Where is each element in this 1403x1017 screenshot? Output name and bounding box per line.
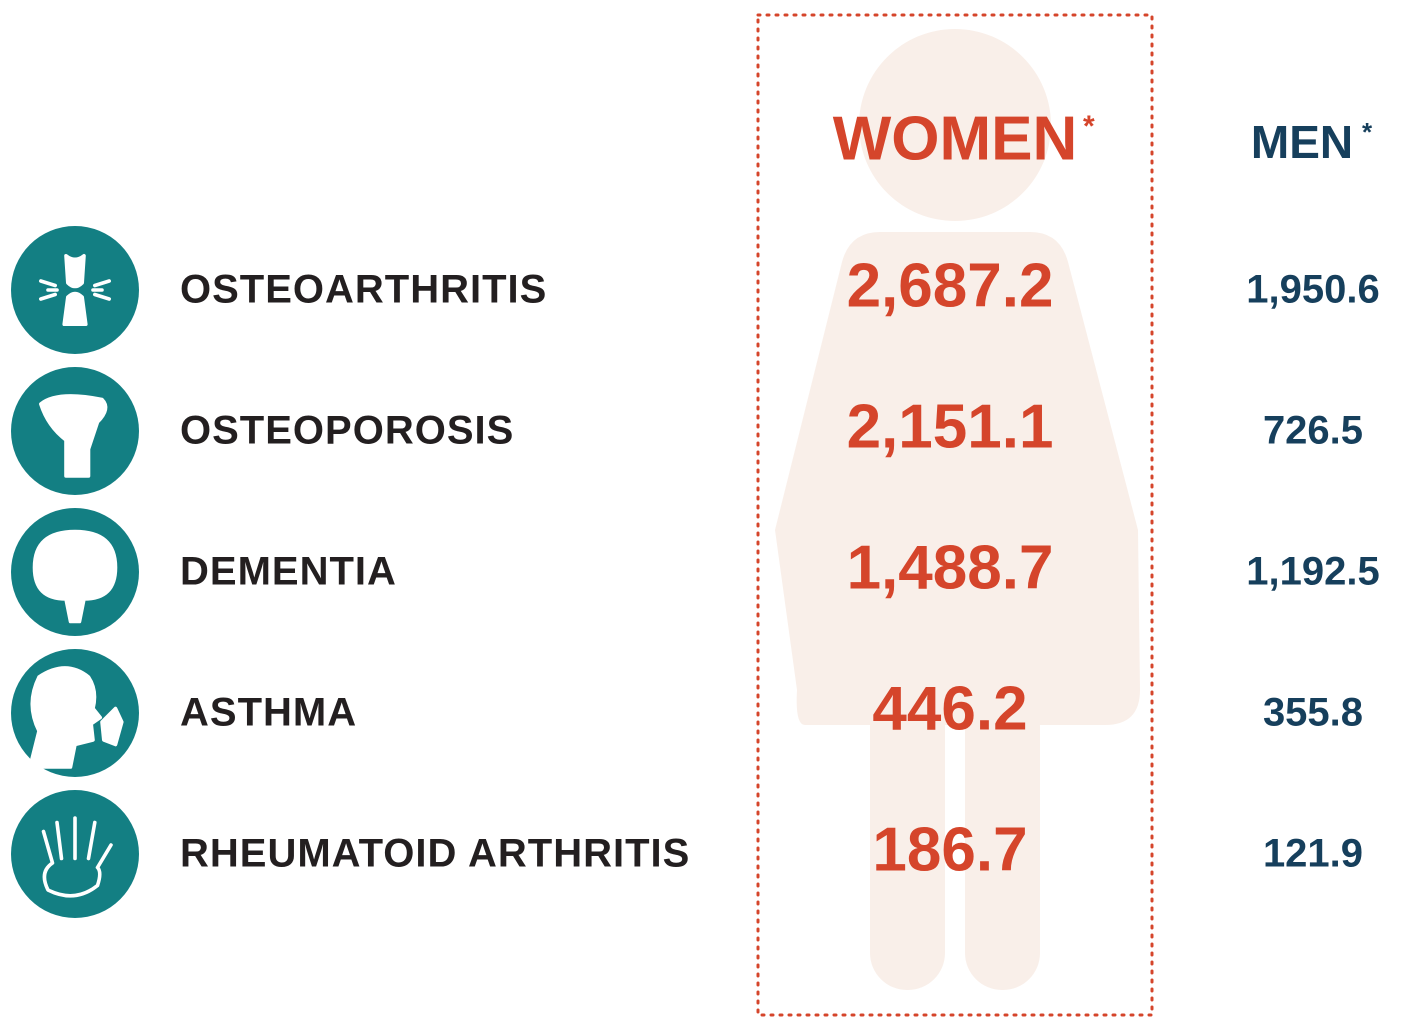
men-value: 1,950.6	[1246, 268, 1379, 312]
infographic: WOMEN * MEN * OSTEOARTHRITIS 2,687.2 1,950…	[0, 0, 1403, 1017]
women-header: WOMEN	[833, 104, 1078, 173]
women-value: 1,488.7	[847, 533, 1054, 602]
men-value: 1,192.5	[1246, 550, 1379, 594]
women-value: 2,687.2	[847, 251, 1054, 320]
row: OSTEOARTHRITIS 2,687.2 1,950.6	[11, 226, 1380, 354]
row: OSTEOPOROSIS 2,151.1 726.5	[11, 367, 1363, 495]
women-asterisk: *	[1083, 110, 1095, 143]
icon-circle	[11, 226, 139, 354]
condition-label: ASTHMA	[180, 691, 357, 735]
men-asterisk: *	[1362, 117, 1373, 147]
condition-label: DEMENTIA	[180, 550, 397, 594]
condition-label: OSTEOPOROSIS	[180, 409, 514, 453]
men-value: 355.8	[1263, 691, 1363, 735]
women-value: 446.2	[872, 674, 1027, 743]
rows: OSTEOARTHRITIS 2,687.2 1,950.6 OSTEOPOROSIS…	[11, 226, 1380, 918]
row: DEMENTIA 1,488.7 1,192.5	[11, 508, 1380, 636]
men-value: 726.5	[1263, 409, 1363, 453]
women-value: 186.7	[872, 815, 1027, 884]
condition-label: RHEUMATOID ARTHRITIS	[180, 832, 690, 876]
men-header: MEN	[1251, 116, 1353, 168]
condition-label: OSTEOARTHRITIS	[180, 268, 547, 312]
row: ASTHMA 446.2 355.8	[11, 649, 1363, 777]
row: RHEUMATOID ARTHRITIS 186.7 121.9	[11, 790, 1363, 918]
women-value: 2,151.1	[847, 392, 1054, 461]
men-value: 121.9	[1263, 832, 1363, 876]
